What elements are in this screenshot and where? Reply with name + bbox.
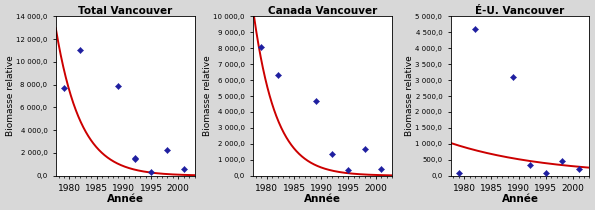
Point	[130, 156, 139, 159]
Point	[574, 168, 583, 171]
Point	[360, 147, 369, 150]
Point	[130, 157, 139, 160]
Point	[509, 75, 518, 79]
Point	[558, 160, 567, 163]
Point	[454, 171, 464, 174]
Point	[525, 163, 534, 166]
Point	[59, 86, 68, 90]
Point	[311, 99, 321, 102]
Point	[76, 49, 85, 52]
Y-axis label: Biomasse relative: Biomasse relative	[5, 56, 14, 136]
Point	[470, 27, 480, 31]
X-axis label: Année: Année	[304, 194, 341, 205]
Point	[146, 170, 156, 173]
Point	[541, 171, 550, 174]
X-axis label: Année: Année	[502, 194, 538, 205]
Y-axis label: Biomasse relative: Biomasse relative	[203, 56, 212, 136]
X-axis label: Année: Année	[107, 194, 144, 205]
Point	[377, 168, 386, 171]
Point	[256, 45, 266, 48]
Title: Canada Vancouver: Canada Vancouver	[268, 5, 377, 16]
Point	[327, 152, 337, 156]
Point	[162, 148, 172, 151]
Y-axis label: Biomasse relative: Biomasse relative	[405, 56, 414, 136]
Title: Total Vancouver: Total Vancouver	[78, 5, 173, 16]
Point	[179, 167, 189, 171]
Point	[344, 168, 353, 172]
Point	[273, 74, 283, 77]
Title: É-U. Vancouver: É-U. Vancouver	[475, 5, 565, 16]
Point	[114, 84, 123, 87]
